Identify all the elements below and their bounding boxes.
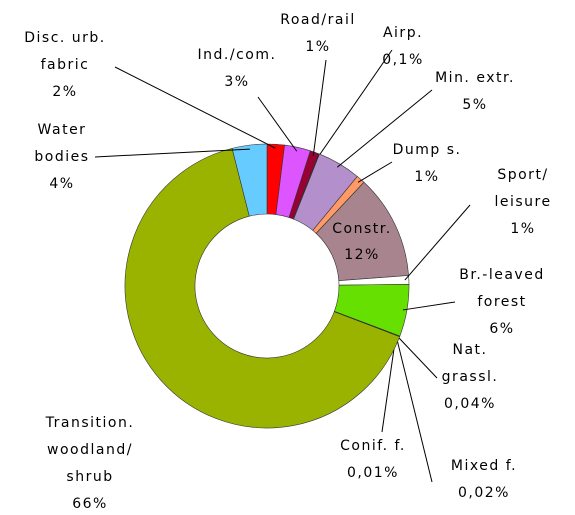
leader-line — [114, 66, 276, 149]
slice-value-label: 1% — [510, 221, 535, 237]
slice-value-label: 0,04% — [444, 396, 496, 412]
donut-slice — [231, 143, 268, 217]
slice-label: Road/rail — [280, 12, 355, 28]
leader-line — [312, 59, 327, 157]
leader-line — [395, 334, 438, 379]
slice-label: Nat. — [453, 342, 488, 358]
slice-label: woodland/ — [47, 442, 133, 458]
slice-value-label: 5% — [462, 97, 487, 113]
slice-label: forest — [477, 294, 526, 310]
slice-value-label: 12% — [344, 247, 380, 263]
slice-label: grassl. — [442, 369, 499, 385]
slice-label: Ind./com. — [198, 47, 277, 63]
leader-line — [395, 335, 433, 483]
slice-value-label: 0,1% — [382, 52, 424, 68]
leader-line — [94, 148, 250, 158]
leader-line — [404, 204, 471, 281]
leader-line — [257, 96, 298, 152]
slice-label: Transition. — [45, 415, 135, 431]
slice-label: fabric — [41, 57, 90, 73]
slice-value-label: 0,02% — [458, 485, 510, 501]
slice-label: Min. extr. — [435, 70, 515, 86]
slice-value-label: 66% — [72, 496, 108, 511]
slice-label: shrub — [66, 469, 113, 485]
slice-value-label: 1% — [305, 39, 330, 55]
slice-value-label: 6% — [489, 321, 514, 337]
slice-label: bodies — [34, 149, 89, 165]
slice-label: Airp. — [383, 25, 423, 41]
slice-value-label: 4% — [49, 176, 74, 192]
slice-label: Conif. f. — [340, 438, 406, 454]
slice-value-label: 1% — [414, 169, 439, 185]
slice-label: Dump s. — [393, 142, 462, 158]
slice-label: leisure — [494, 194, 551, 210]
slice-value-label: 0,01% — [347, 465, 399, 481]
leader-line — [402, 301, 456, 311]
leader-line — [317, 49, 393, 158]
slice-label: Mixed f. — [451, 458, 517, 474]
leader-line — [357, 161, 393, 183]
slice-label: Br.-leaved — [459, 267, 544, 283]
leader-line — [336, 89, 433, 168]
slice-value-label: 3% — [224, 74, 249, 90]
slice-label: Water — [38, 122, 87, 138]
slice-label: Sport/ — [497, 167, 548, 183]
slice-label: Disc. urb. — [24, 30, 106, 46]
leader-line — [381, 334, 397, 433]
donut-slice — [124, 147, 401, 429]
slice-label: Constr. — [332, 221, 391, 237]
slice-value-label: 2% — [52, 84, 77, 100]
